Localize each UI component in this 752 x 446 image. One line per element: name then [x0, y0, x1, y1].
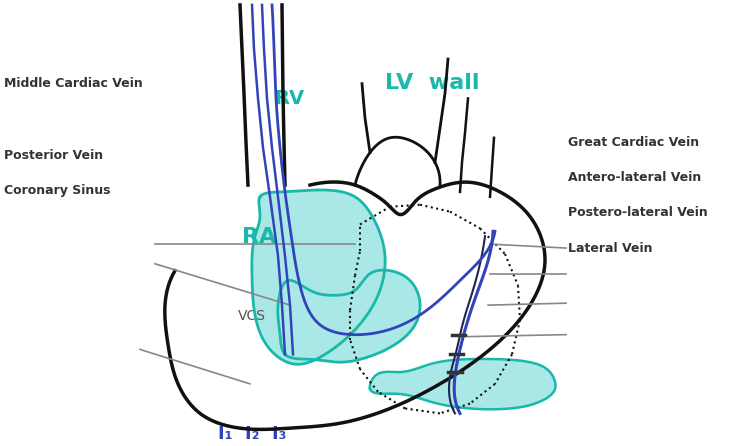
Polygon shape: [370, 359, 556, 409]
Text: RV: RV: [274, 89, 305, 108]
Text: VCS: VCS: [238, 309, 265, 323]
Polygon shape: [165, 182, 545, 429]
Text: RA: RA: [242, 227, 277, 247]
Text: Antero-lateral Vein: Antero-lateral Vein: [568, 171, 701, 184]
Polygon shape: [277, 270, 420, 362]
Text: Postero-lateral Vein: Postero-lateral Vein: [568, 206, 708, 219]
Polygon shape: [252, 190, 385, 364]
Text: LV  wall: LV wall: [385, 74, 480, 93]
Text: Posterior Vein: Posterior Vein: [4, 149, 103, 162]
Text: I₁  I₂  I₃: I₁ I₂ I₃: [218, 425, 286, 443]
Text: Lateral Vein: Lateral Vein: [568, 242, 652, 255]
Text: Coronary Sinus: Coronary Sinus: [4, 185, 111, 198]
Text: Middle Cardiac Vein: Middle Cardiac Vein: [4, 77, 143, 90]
Text: Great Cardiac Vein: Great Cardiac Vein: [568, 136, 699, 149]
